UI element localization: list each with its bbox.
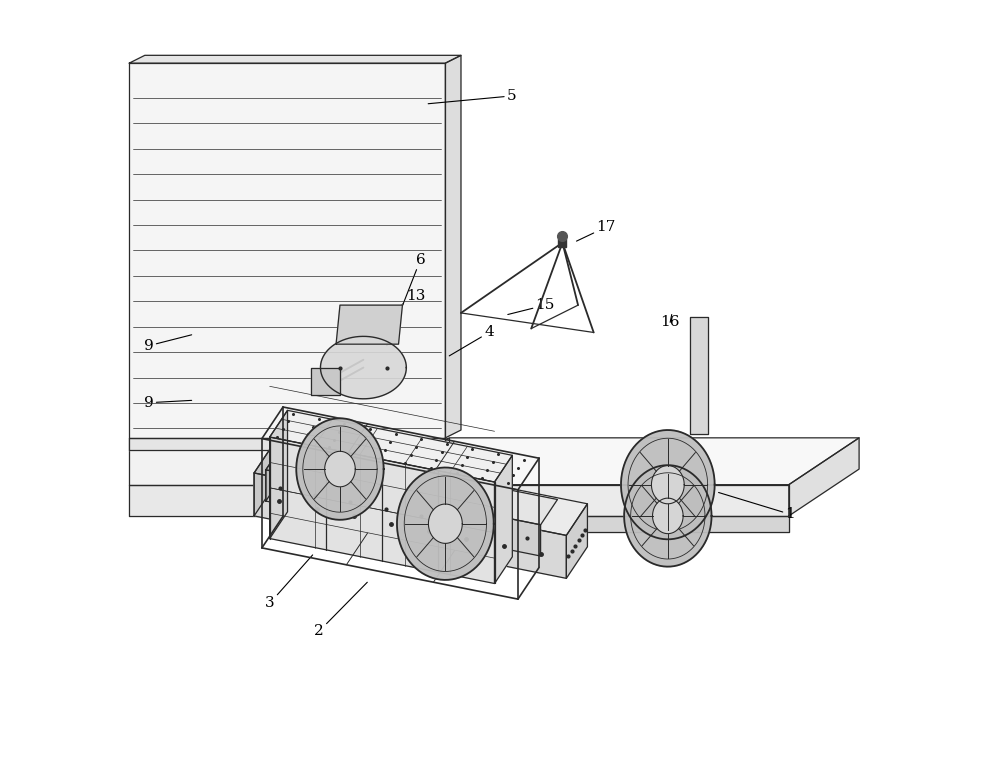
Polygon shape (789, 438, 859, 516)
Polygon shape (344, 469, 379, 516)
Polygon shape (270, 411, 512, 482)
Polygon shape (296, 418, 384, 520)
Polygon shape (129, 485, 449, 516)
Polygon shape (397, 468, 494, 580)
Text: 13: 13 (356, 289, 425, 335)
Polygon shape (624, 465, 712, 567)
Text: 17: 17 (576, 220, 616, 241)
Polygon shape (379, 485, 789, 516)
Polygon shape (254, 473, 566, 579)
Text: 16: 16 (660, 314, 680, 329)
Polygon shape (336, 305, 402, 344)
Polygon shape (313, 504, 344, 532)
Polygon shape (266, 444, 557, 525)
Polygon shape (566, 504, 587, 579)
Polygon shape (344, 516, 789, 532)
Polygon shape (320, 336, 406, 399)
Text: 5: 5 (428, 89, 517, 104)
Text: 3: 3 (265, 555, 313, 610)
Polygon shape (621, 430, 715, 540)
Polygon shape (254, 441, 587, 536)
Text: 9: 9 (144, 335, 192, 353)
Polygon shape (495, 455, 512, 583)
Polygon shape (428, 504, 462, 543)
Text: 15: 15 (508, 298, 555, 314)
Text: 4: 4 (449, 325, 494, 356)
Text: 1: 1 (719, 493, 795, 522)
Polygon shape (651, 465, 684, 504)
Polygon shape (311, 368, 340, 395)
Polygon shape (129, 56, 461, 63)
Polygon shape (266, 444, 283, 501)
Text: 6: 6 (387, 253, 425, 346)
Polygon shape (129, 63, 445, 438)
Text: 2: 2 (314, 583, 367, 638)
Polygon shape (379, 438, 859, 485)
Polygon shape (270, 437, 495, 583)
Polygon shape (445, 56, 461, 438)
Polygon shape (690, 317, 708, 434)
Polygon shape (266, 470, 541, 556)
Polygon shape (653, 498, 683, 533)
Polygon shape (129, 438, 445, 450)
Polygon shape (270, 411, 288, 539)
Polygon shape (325, 451, 355, 487)
Polygon shape (254, 441, 275, 516)
Polygon shape (129, 438, 449, 485)
Text: 9: 9 (144, 396, 192, 410)
